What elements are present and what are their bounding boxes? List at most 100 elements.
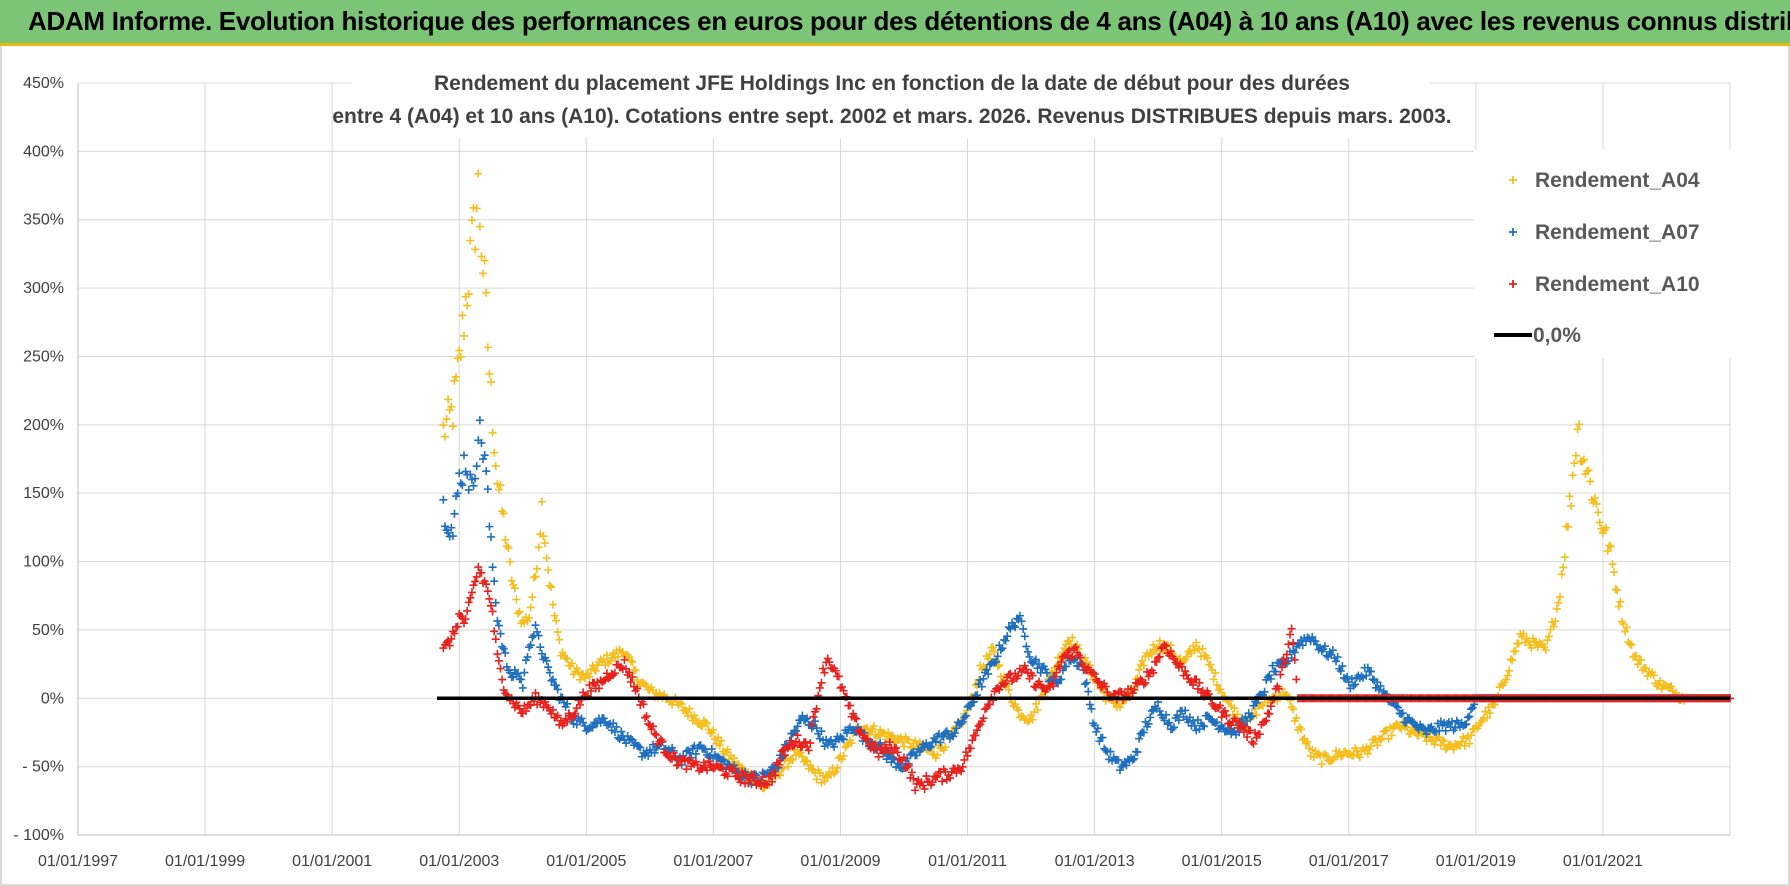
data-marker xyxy=(1190,721,1199,730)
data-marker xyxy=(610,669,619,678)
data-marker xyxy=(1166,647,1175,656)
data-marker xyxy=(1081,680,1090,689)
data-marker xyxy=(542,554,551,563)
data-marker xyxy=(1505,666,1514,675)
data-marker xyxy=(717,736,726,745)
data-marker xyxy=(1449,745,1458,754)
data-marker xyxy=(849,709,858,718)
x-tick-label: 01/01/2013 xyxy=(1055,853,1135,870)
data-marker xyxy=(501,648,510,657)
data-marker xyxy=(501,535,510,544)
data-marker xyxy=(656,735,665,744)
data-marker xyxy=(1092,727,1101,736)
data-marker xyxy=(1260,687,1269,696)
data-marker xyxy=(982,665,991,674)
data-marker xyxy=(825,658,834,667)
data-marker xyxy=(590,665,599,674)
data-marker xyxy=(553,711,562,720)
data-marker xyxy=(736,778,745,787)
data-marker xyxy=(515,704,524,713)
legend-item: Rendement_A07 xyxy=(1509,221,1700,244)
data-marker xyxy=(791,726,800,735)
data-marker xyxy=(1162,710,1171,719)
data-marker xyxy=(545,668,554,677)
x-tick-label: 01/01/2001 xyxy=(292,853,372,870)
data-marker xyxy=(1177,662,1186,671)
data-marker xyxy=(1265,709,1274,718)
data-marker xyxy=(1637,655,1646,664)
data-marker xyxy=(839,752,848,761)
data-marker xyxy=(1549,622,1558,631)
data-marker xyxy=(488,428,497,437)
data-marker xyxy=(1182,671,1191,680)
data-marker xyxy=(839,686,848,695)
data-marker xyxy=(644,719,653,728)
data-marker xyxy=(472,572,481,581)
data-marker xyxy=(1114,756,1123,765)
data-marker xyxy=(893,748,902,757)
x-tick-label: 01/01/2003 xyxy=(419,853,499,870)
data-marker xyxy=(1152,658,1161,667)
data-marker xyxy=(482,288,491,297)
data-marker xyxy=(528,633,537,642)
data-marker xyxy=(577,714,586,723)
y-tick-label: - 100% xyxy=(13,827,64,844)
data-marker xyxy=(973,726,982,735)
data-marker xyxy=(625,653,634,662)
data-marker xyxy=(568,659,577,668)
data-marker xyxy=(1149,640,1158,649)
data-marker xyxy=(1174,716,1183,725)
data-marker xyxy=(496,481,505,490)
data-marker xyxy=(1554,598,1563,607)
data-marker xyxy=(803,756,812,765)
data-marker xyxy=(1338,662,1347,671)
data-marker xyxy=(1592,499,1601,508)
data-marker xyxy=(1136,675,1145,684)
x-tick-label: 01/01/1997 xyxy=(38,853,118,870)
data-marker xyxy=(1508,656,1517,665)
data-marker xyxy=(957,767,966,776)
data-marker xyxy=(1141,678,1150,687)
data-marker xyxy=(490,448,499,457)
data-marker xyxy=(1301,739,1310,748)
data-marker xyxy=(541,539,550,548)
data-marker xyxy=(485,594,494,603)
data-marker xyxy=(1138,656,1147,665)
data-marker xyxy=(572,664,581,673)
data-marker xyxy=(992,657,1001,666)
data-marker xyxy=(812,724,821,733)
data-marker xyxy=(609,670,618,679)
data-marker xyxy=(550,611,559,620)
data-marker xyxy=(1133,748,1142,757)
data-marker xyxy=(718,755,727,764)
data-marker xyxy=(504,543,513,552)
data-marker xyxy=(510,584,519,593)
data-marker xyxy=(466,593,475,602)
data-marker xyxy=(826,735,835,744)
data-marker xyxy=(1268,661,1277,670)
x-tick-label: 01/01/2005 xyxy=(546,853,626,870)
data-marker xyxy=(1042,668,1051,677)
data-marker xyxy=(1200,722,1209,731)
data-marker xyxy=(1560,553,1569,562)
data-marker xyxy=(1028,671,1037,680)
data-marker xyxy=(1171,658,1180,667)
y-tick-label: 100% xyxy=(23,554,64,571)
data-marker xyxy=(817,727,826,736)
data-marker xyxy=(809,712,818,721)
data-marker xyxy=(447,523,456,532)
data-marker xyxy=(1217,713,1226,722)
data-marker xyxy=(641,680,650,689)
data-marker xyxy=(1255,730,1264,739)
data-marker xyxy=(1249,739,1258,748)
series-Rendement_A07 xyxy=(439,416,1734,789)
data-marker xyxy=(1605,541,1614,550)
data-marker xyxy=(690,711,699,720)
data-marker xyxy=(823,654,832,663)
data-marker xyxy=(1014,706,1023,715)
data-marker xyxy=(888,732,897,741)
data-marker xyxy=(626,656,635,665)
data-marker xyxy=(839,735,848,744)
data-marker xyxy=(547,583,556,592)
data-marker xyxy=(494,656,503,665)
